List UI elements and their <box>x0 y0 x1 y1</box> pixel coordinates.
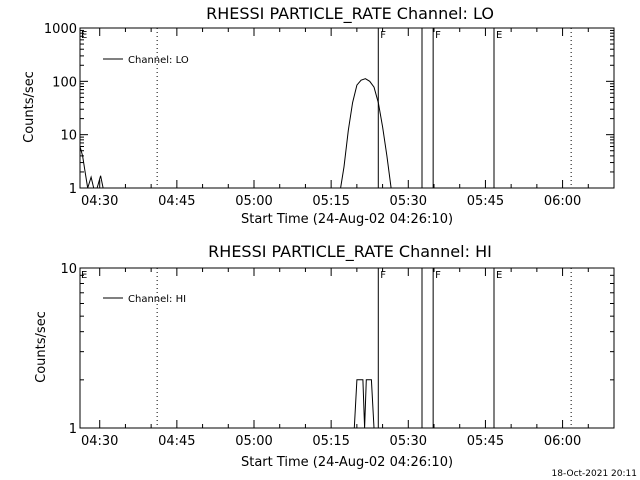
series-line <box>353 379 375 429</box>
x-tick-label: 04:45 <box>158 194 195 209</box>
x-tick-label: 05:45 <box>467 434 504 449</box>
chart-title: RHESSI PARTICLE_RATE Channel: HI <box>208 242 492 262</box>
x-tick-label: 05:30 <box>390 194 427 209</box>
y-tick-label: 100 <box>52 75 77 90</box>
marker-label: E <box>81 270 87 281</box>
marker-label: F <box>380 30 386 41</box>
series-line <box>79 78 392 189</box>
x-tick-label: 05:15 <box>312 194 349 209</box>
x-tick-label: 04:45 <box>158 434 195 449</box>
legend-label: Channel: LO <box>128 55 189 66</box>
y-axis-label: Counts/sec <box>34 311 49 383</box>
y-axis-label: Counts/sec <box>22 71 37 143</box>
chart-title: RHESSI PARTICLE_RATE Channel: LO <box>206 4 494 24</box>
x-tick-label: 04:30 <box>81 434 118 449</box>
y-tick-label: 10 <box>60 262 77 277</box>
marker-label: F <box>435 30 441 41</box>
marker-label: F <box>435 270 441 281</box>
x-axis-label: Start Time (24-Aug-02 04:26:10) <box>241 455 453 470</box>
x-tick-label: 04:30 <box>81 194 118 209</box>
x-tick-label: 05:00 <box>235 194 272 209</box>
x-axis-label: Start Time (24-Aug-02 04:26:10) <box>241 212 453 227</box>
marker-label: E <box>496 270 502 281</box>
x-tick-label: 06:00 <box>544 434 581 449</box>
y-tick-label: 10 <box>60 129 77 144</box>
x-tick-label: 05:00 <box>235 434 272 449</box>
y-tick-label: 1 <box>69 182 77 197</box>
y-tick-label: 1000 <box>44 22 77 37</box>
marker-label: F <box>380 270 386 281</box>
x-tick-label: 05:15 <box>312 434 349 449</box>
plot-frame <box>79 27 615 189</box>
y-tick-label: 1 <box>69 422 77 437</box>
marker-label: E <box>496 30 502 41</box>
footer-timestamp: 18-Oct-2021 20:11 <box>552 469 637 479</box>
x-tick-label: 05:45 <box>467 194 504 209</box>
legend-label: Channel: HI <box>128 294 186 305</box>
chart-panel-hi: RHESSI PARTICLE_RATE Channel: HI Counts/… <box>34 242 615 470</box>
chart-panel-lo: RHESSI PARTICLE_RATE Channel: LO Counts/… <box>22 4 615 227</box>
x-tick-label: 06:00 <box>544 194 581 209</box>
plot-frame <box>79 267 615 429</box>
marker-label: E <box>81 30 87 41</box>
x-tick-label: 05:30 <box>390 434 427 449</box>
